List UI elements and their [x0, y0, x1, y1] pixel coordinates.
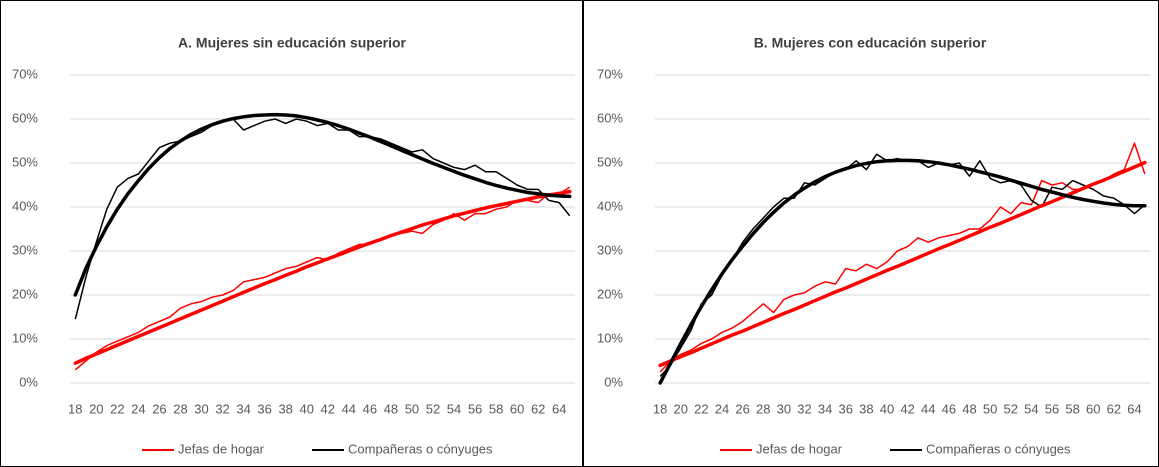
x-tick-label: 56 [1045, 401, 1059, 416]
x-tick-label: 28 [173, 401, 187, 416]
x-tick-label: 20 [674, 401, 688, 416]
panel: A. Mujeres sin educación superior 0% 10% 20… [12, 35, 575, 456]
x-tick-label: 34 [818, 401, 832, 416]
x-tick-label: 48 [962, 401, 976, 416]
legend-label: Compañeras o cónyuges [348, 441, 493, 456]
x-tick-label: 52 [1004, 401, 1018, 416]
x-tick-label: 42 [321, 401, 335, 416]
y-tick-label: 50% [597, 154, 623, 169]
chart-title: B. Mujeres con educación superior [754, 35, 987, 51]
x-tick-label: 26 [735, 401, 749, 416]
y-tick-label: 20% [12, 286, 38, 301]
x-tick-label: 44 [921, 401, 935, 416]
trend-line [73, 189, 572, 365]
x-tick-label: 62 [1107, 401, 1121, 416]
x-tick-label: 34 [236, 401, 250, 416]
x-tick-label: 32 [797, 401, 811, 416]
x-tick-label: 24 [131, 401, 145, 416]
y-tick-label: 70% [597, 66, 623, 81]
x-tick-label: 64 [552, 401, 566, 416]
y-tick-label: 30% [597, 242, 623, 257]
x-tick-label: 40 [299, 401, 313, 416]
legend-label: Jefas de hogar [756, 441, 843, 456]
x-tick-label: 60 [1086, 401, 1100, 416]
y-tick-label: 40% [12, 198, 38, 213]
y-tick-label: 40% [597, 198, 623, 213]
x-tick-label: 50 [983, 401, 997, 416]
y-tick-label: 60% [597, 110, 623, 125]
x-tick-label: 28 [756, 401, 770, 416]
x-tick-label: 56 [468, 401, 482, 416]
y-tick-label: 60% [12, 110, 38, 125]
y-tick-label: 20% [597, 286, 623, 301]
x-tick-label: 22 [110, 401, 124, 416]
x-tick-label: 54 [1024, 401, 1038, 416]
x-tick-label: 64 [1127, 401, 1141, 416]
y-tick-label: 30% [12, 242, 38, 257]
x-tick-label: 18 [653, 401, 667, 416]
x-tick-label: 46 [942, 401, 956, 416]
x-tick-label: 50 [405, 401, 419, 416]
x-tick-label: 26 [152, 401, 166, 416]
y-tick-label: 10% [12, 330, 38, 345]
x-tick-label: 36 [839, 401, 853, 416]
trend-line [658, 158, 1147, 385]
legend-label: Jefas de hogar [178, 441, 265, 456]
x-tick-label: 54 [447, 401, 461, 416]
x-tick-label: 42 [900, 401, 914, 416]
x-tick-label: 46 [363, 401, 377, 416]
x-tick-label: 52 [426, 401, 440, 416]
x-tick-label: 60 [510, 401, 524, 416]
x-tick-label: 24 [715, 401, 729, 416]
x-tick-label: 62 [531, 401, 545, 416]
trend-line [658, 160, 1147, 368]
data-line [659, 142, 1146, 373]
y-tick-label: 0% [19, 374, 38, 389]
y-tick-label: 10% [597, 330, 623, 345]
x-tick-label: 58 [489, 401, 503, 416]
y-tick-label: 50% [12, 154, 38, 169]
x-tick-label: 58 [1065, 401, 1079, 416]
x-tick-label: 44 [342, 401, 356, 416]
y-tick-label: 70% [12, 66, 38, 81]
legend-label: Compañeras o cónyuges [926, 441, 1071, 456]
x-tick-label: 38 [859, 401, 873, 416]
x-tick-label: 40 [880, 401, 894, 416]
data-line [74, 186, 571, 371]
x-tick-label: 30 [194, 401, 208, 416]
x-tick-label: 20 [89, 401, 103, 416]
x-tick-label: 30 [777, 401, 791, 416]
x-tick-label: 22 [694, 401, 708, 416]
y-tick-label: 0% [604, 374, 623, 389]
x-tick-label: 18 [68, 401, 82, 416]
x-tick-label: 32 [215, 401, 229, 416]
chart-title: A. Mujeres sin educación superior [178, 35, 407, 51]
x-tick-label: 38 [278, 401, 292, 416]
trend-line [73, 112, 572, 297]
x-tick-label: 48 [384, 401, 398, 416]
x-tick-label: 36 [257, 401, 271, 416]
panel: B. Mujeres con educación superior 0% 10% 20… [597, 35, 1150, 456]
data-line [74, 118, 571, 320]
